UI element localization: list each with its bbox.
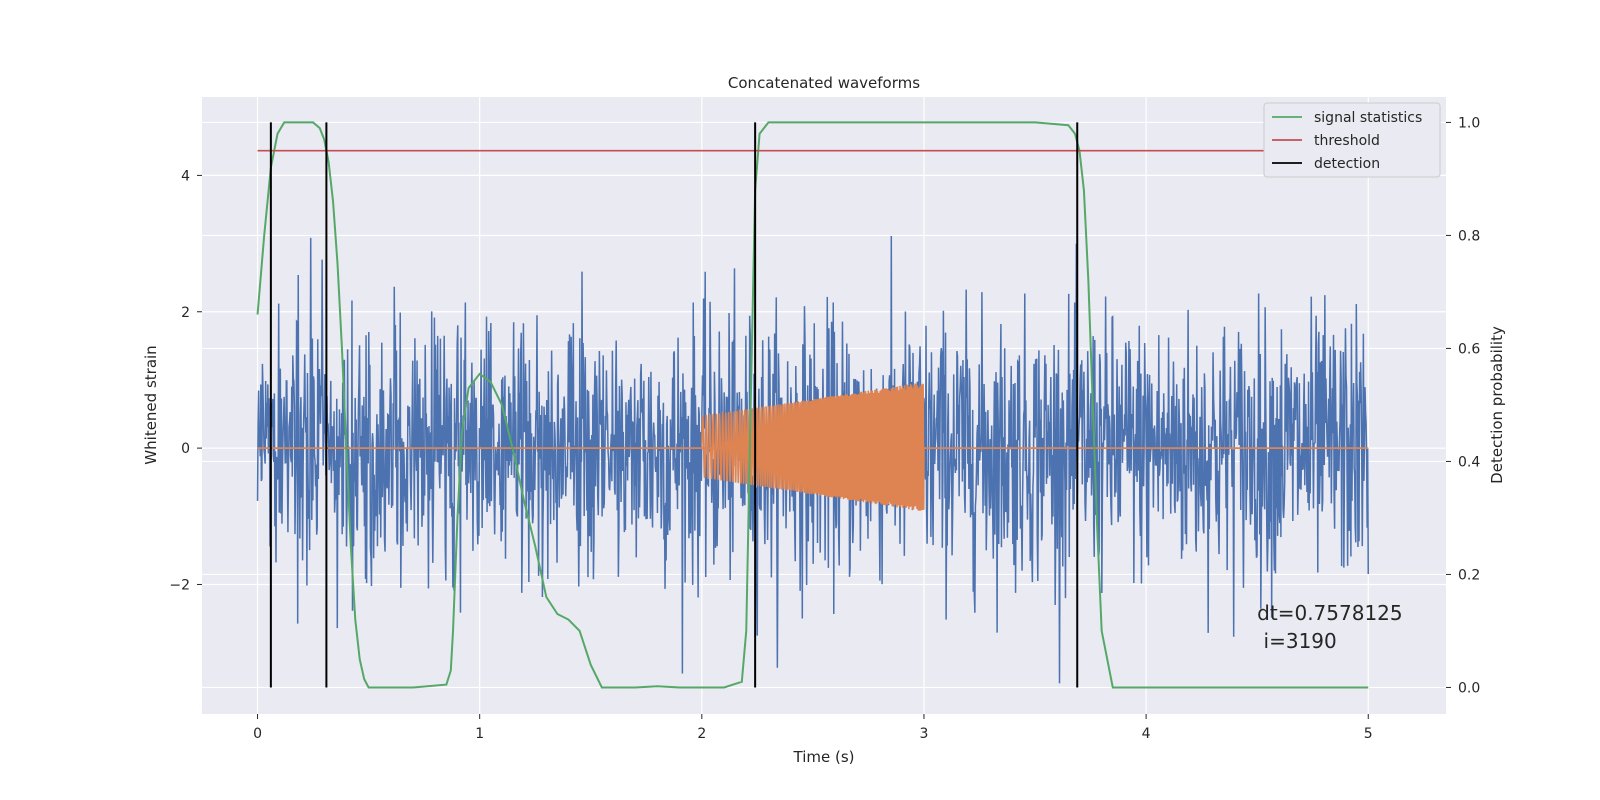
- injection-chirp-line: [701, 383, 925, 511]
- annotation-dt: dt=0.7578125: [1257, 601, 1402, 625]
- chart-title: Concatenated waveforms: [728, 74, 920, 92]
- y-tick-label: −2: [169, 577, 190, 593]
- x-axis-label: Time (s): [793, 748, 855, 766]
- ticks: 0 1 2 3 4 5 −2 0 2 4 0.0 0.2 0.4 0.6 0.8 1.0: [169, 115, 1480, 742]
- y2-tick-label: 0.2: [1458, 567, 1480, 583]
- legend-box: [1263, 102, 1441, 178]
- y2-axis-label: Detection probability: [1488, 326, 1506, 484]
- x-tick-label: 1: [475, 726, 484, 742]
- x-tick-label: 2: [697, 726, 706, 742]
- x-tick-label: 5: [1364, 726, 1373, 742]
- y-axis-label: Whitened strain: [142, 345, 160, 464]
- y2-tick-label: 0.4: [1458, 454, 1480, 470]
- y-tick-label: 4: [181, 168, 190, 184]
- legend-signal-statistics-label: signal statistics: [1314, 110, 1422, 126]
- legend: signal statistics threshold detection: [1263, 102, 1441, 178]
- y-tick-label: 0: [181, 441, 190, 457]
- y-tick-label: 2: [181, 305, 190, 321]
- y2-tick-label: 0.6: [1458, 341, 1480, 357]
- x-tick-label: 0: [253, 726, 262, 742]
- legend-detection-label: detection: [1314, 156, 1380, 172]
- signal-statistics-line: [256, 121, 1369, 689]
- y2-tick-label: 1.0: [1458, 115, 1480, 131]
- annotation-index: i=3190: [1257, 629, 1337, 653]
- legend-threshold-label: threshold: [1314, 133, 1380, 149]
- plot-content: [256, 121, 1369, 689]
- x-tick-label: 3: [920, 726, 929, 742]
- y2-tick-label: 0.8: [1458, 228, 1480, 244]
- y2-tick-label: 0.0: [1458, 680, 1480, 696]
- x-tick-label: 4: [1142, 726, 1151, 742]
